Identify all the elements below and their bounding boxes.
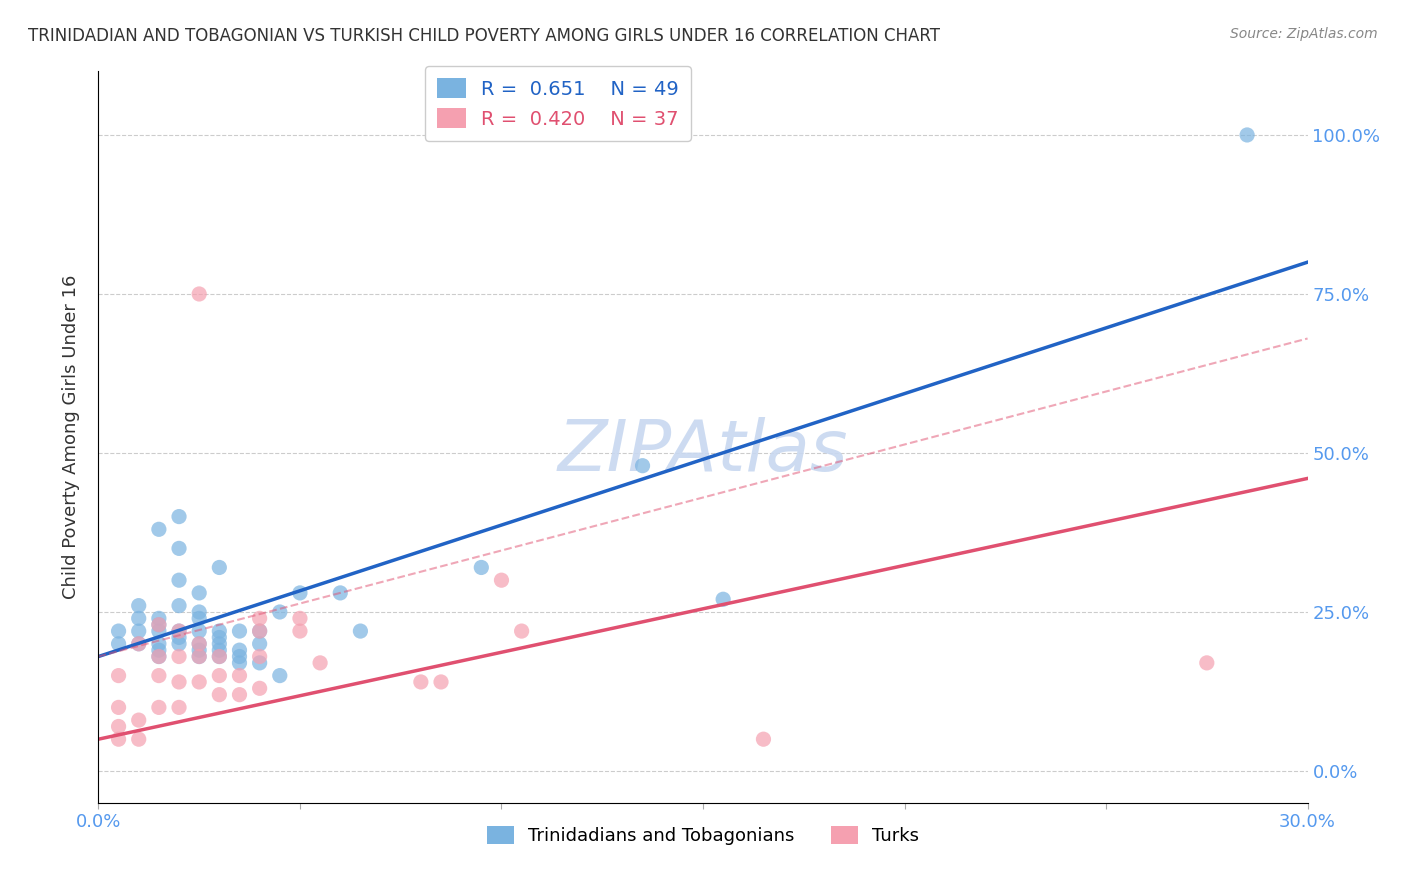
- Point: [309, 656, 332, 670]
- Point: [228, 656, 250, 670]
- Point: [188, 643, 211, 657]
- Point: [167, 509, 190, 524]
- Text: Source: ZipAtlas.com: Source: ZipAtlas.com: [1230, 27, 1378, 41]
- Point: [128, 713, 150, 727]
- Point: [148, 611, 170, 625]
- Point: [711, 592, 734, 607]
- Point: [288, 586, 311, 600]
- Point: [208, 637, 231, 651]
- Point: [188, 675, 211, 690]
- Point: [208, 631, 231, 645]
- Point: [329, 586, 352, 600]
- Point: [188, 624, 211, 638]
- Point: [208, 649, 231, 664]
- Point: [228, 688, 250, 702]
- Point: [107, 637, 129, 651]
- Point: [167, 649, 190, 664]
- Point: [107, 719, 129, 733]
- Point: [228, 649, 250, 664]
- Point: [167, 675, 190, 690]
- Point: [167, 599, 190, 613]
- Text: ZIPAtlas: ZIPAtlas: [558, 417, 848, 486]
- Point: [107, 668, 129, 682]
- Point: [188, 649, 211, 664]
- Point: [208, 624, 231, 638]
- Point: [752, 732, 775, 747]
- Point: [188, 586, 211, 600]
- Point: [167, 624, 190, 638]
- Point: [128, 637, 150, 651]
- Point: [167, 573, 190, 587]
- Point: [128, 611, 150, 625]
- Point: [128, 599, 150, 613]
- Point: [249, 681, 271, 696]
- Point: [128, 624, 150, 638]
- Point: [107, 732, 129, 747]
- Point: [288, 611, 311, 625]
- Point: [148, 617, 170, 632]
- Point: [1195, 656, 1218, 670]
- Point: [249, 624, 271, 638]
- Point: [188, 637, 211, 651]
- Point: [148, 649, 170, 664]
- Point: [249, 611, 271, 625]
- Point: [491, 573, 513, 587]
- Point: [188, 637, 211, 651]
- Point: [148, 624, 170, 638]
- Point: [1236, 128, 1258, 142]
- Point: [148, 637, 170, 651]
- Point: [148, 700, 170, 714]
- Point: [208, 643, 231, 657]
- Point: [631, 458, 654, 473]
- Point: [208, 649, 231, 664]
- Point: [208, 688, 231, 702]
- Point: [208, 560, 231, 574]
- Point: [269, 605, 291, 619]
- Legend: Trinidadians and Tobagonians, Turks: Trinidadians and Tobagonians, Turks: [479, 819, 927, 852]
- Point: [148, 649, 170, 664]
- Point: [167, 637, 190, 651]
- Point: [148, 522, 170, 536]
- Point: [249, 624, 271, 638]
- Point: [249, 649, 271, 664]
- Point: [188, 287, 211, 301]
- Point: [510, 624, 533, 638]
- Point: [107, 624, 129, 638]
- Point: [148, 668, 170, 682]
- Point: [228, 668, 250, 682]
- Point: [167, 631, 190, 645]
- Point: [148, 643, 170, 657]
- Point: [249, 656, 271, 670]
- Point: [148, 617, 170, 632]
- Point: [208, 668, 231, 682]
- Point: [107, 700, 129, 714]
- Point: [188, 605, 211, 619]
- Point: [167, 624, 190, 638]
- Point: [167, 700, 190, 714]
- Point: [188, 611, 211, 625]
- Point: [228, 643, 250, 657]
- Point: [430, 675, 453, 690]
- Point: [128, 732, 150, 747]
- Y-axis label: Child Poverty Among Girls Under 16: Child Poverty Among Girls Under 16: [62, 275, 80, 599]
- Text: TRINIDADIAN AND TOBAGONIAN VS TURKISH CHILD POVERTY AMONG GIRLS UNDER 16 CORRELA: TRINIDADIAN AND TOBAGONIAN VS TURKISH CH…: [28, 27, 941, 45]
- Point: [249, 637, 271, 651]
- Point: [167, 541, 190, 556]
- Point: [188, 649, 211, 664]
- Point: [269, 668, 291, 682]
- Point: [288, 624, 311, 638]
- Point: [470, 560, 492, 574]
- Point: [128, 637, 150, 651]
- Point: [228, 624, 250, 638]
- Point: [349, 624, 371, 638]
- Point: [409, 675, 432, 690]
